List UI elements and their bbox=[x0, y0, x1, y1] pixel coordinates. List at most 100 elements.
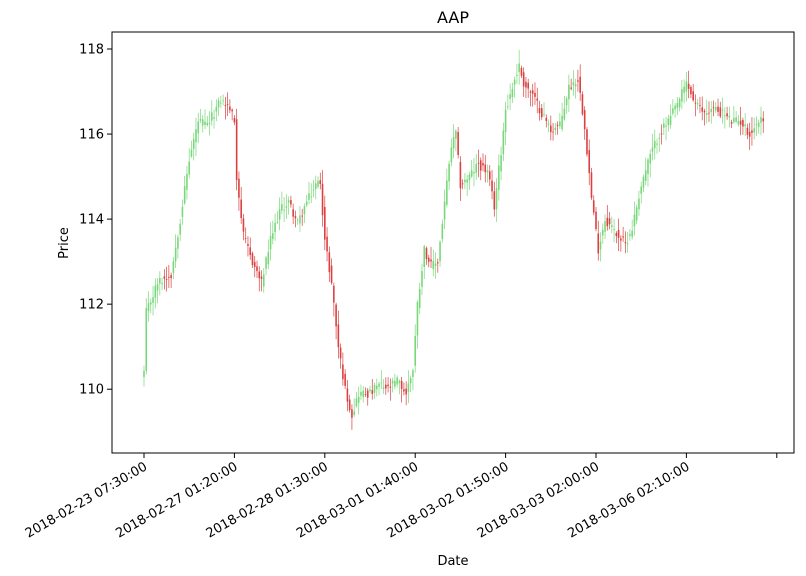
candle-body bbox=[509, 94, 511, 99]
candle-body bbox=[651, 147, 654, 152]
candle-body bbox=[301, 215, 303, 217]
candle-body bbox=[495, 187, 498, 210]
candle-body bbox=[676, 102, 679, 108]
candle-body bbox=[574, 84, 577, 87]
candle-body bbox=[635, 207, 638, 221]
candle-body bbox=[190, 149, 193, 157]
candle-body bbox=[656, 143, 658, 145]
candle-body bbox=[507, 106, 509, 108]
candle-body bbox=[491, 180, 493, 192]
candle-body bbox=[224, 105, 227, 106]
candle-body bbox=[233, 118, 236, 123]
candle-body bbox=[342, 364, 344, 380]
candle-body bbox=[312, 189, 315, 191]
candle-body bbox=[364, 394, 367, 395]
candle-body bbox=[660, 133, 663, 135]
candle-body bbox=[443, 201, 446, 220]
candle-body bbox=[294, 216, 297, 219]
candle-body bbox=[423, 246, 426, 268]
candle-body bbox=[208, 122, 211, 124]
candle-body bbox=[262, 274, 265, 287]
candle-body bbox=[267, 252, 270, 265]
candle-body bbox=[366, 390, 369, 398]
candle-body bbox=[755, 124, 758, 125]
candle-body bbox=[696, 103, 699, 105]
candle-body bbox=[177, 237, 179, 249]
candle-body bbox=[748, 131, 751, 137]
candle-body bbox=[238, 178, 240, 198]
y-tick-label: 116 bbox=[79, 128, 104, 143]
candle-body bbox=[156, 284, 159, 291]
candle-body bbox=[154, 285, 157, 298]
candle-body bbox=[649, 153, 652, 164]
candle-body bbox=[477, 163, 480, 165]
candle-body bbox=[678, 98, 681, 108]
candle-body bbox=[308, 193, 310, 200]
candle-body bbox=[389, 386, 392, 388]
candle-body bbox=[256, 266, 258, 272]
candle-body bbox=[473, 172, 475, 174]
y-axis-label: Price bbox=[57, 227, 72, 259]
candle-body bbox=[500, 155, 502, 172]
candle-body bbox=[484, 164, 487, 173]
candle-body bbox=[470, 170, 473, 177]
candle-body bbox=[581, 94, 584, 115]
candle-body bbox=[710, 108, 713, 112]
candle-body bbox=[371, 390, 374, 394]
candle-body bbox=[421, 270, 423, 287]
candle-body bbox=[570, 87, 572, 89]
candle-body bbox=[563, 108, 566, 120]
candle-body bbox=[335, 304, 337, 327]
candle-body bbox=[425, 248, 428, 260]
candle-body bbox=[690, 87, 692, 95]
candle-body bbox=[717, 106, 719, 112]
candle-body bbox=[161, 283, 163, 285]
candle-body bbox=[488, 171, 491, 180]
candle-body bbox=[314, 183, 317, 190]
candle-body bbox=[405, 388, 407, 395]
candle-body bbox=[590, 172, 593, 198]
candle-body bbox=[276, 221, 279, 223]
candle-body bbox=[240, 199, 242, 219]
candle-body bbox=[486, 170, 489, 173]
candle-body bbox=[143, 370, 145, 378]
candle-body bbox=[751, 130, 753, 133]
candle-body bbox=[459, 161, 462, 189]
candle-body bbox=[529, 91, 532, 93]
candle-body bbox=[516, 74, 518, 76]
candle-body bbox=[642, 176, 645, 188]
candle-body bbox=[403, 389, 405, 392]
candle-body bbox=[303, 206, 306, 215]
candle-body bbox=[498, 165, 500, 190]
candle-body bbox=[692, 91, 694, 101]
candle-body bbox=[145, 308, 148, 371]
candle-body bbox=[439, 241, 441, 262]
candle-body bbox=[606, 217, 609, 227]
candle-body bbox=[730, 122, 733, 124]
candle-body bbox=[518, 63, 520, 73]
candle-body bbox=[595, 211, 597, 230]
candle-body bbox=[735, 117, 737, 122]
candle-body bbox=[724, 115, 726, 117]
candle-body bbox=[604, 221, 606, 232]
candle-body bbox=[199, 118, 202, 121]
candle-body bbox=[333, 285, 335, 303]
candle-body bbox=[703, 110, 706, 113]
candle-body bbox=[357, 396, 360, 403]
candle-body bbox=[592, 200, 595, 213]
candle-body bbox=[324, 206, 326, 240]
candle-body bbox=[552, 131, 554, 133]
candle-body bbox=[681, 89, 683, 102]
candle-body bbox=[290, 200, 292, 205]
candle-body bbox=[647, 159, 649, 174]
candle-body bbox=[247, 244, 249, 246]
candle-body bbox=[226, 104, 229, 105]
candle-body bbox=[665, 125, 667, 127]
candle-body bbox=[667, 118, 670, 126]
candle-body bbox=[197, 121, 200, 134]
candle-body bbox=[170, 275, 172, 279]
candle-body bbox=[281, 204, 283, 211]
candle-body bbox=[708, 112, 710, 114]
candle-body bbox=[362, 390, 365, 398]
